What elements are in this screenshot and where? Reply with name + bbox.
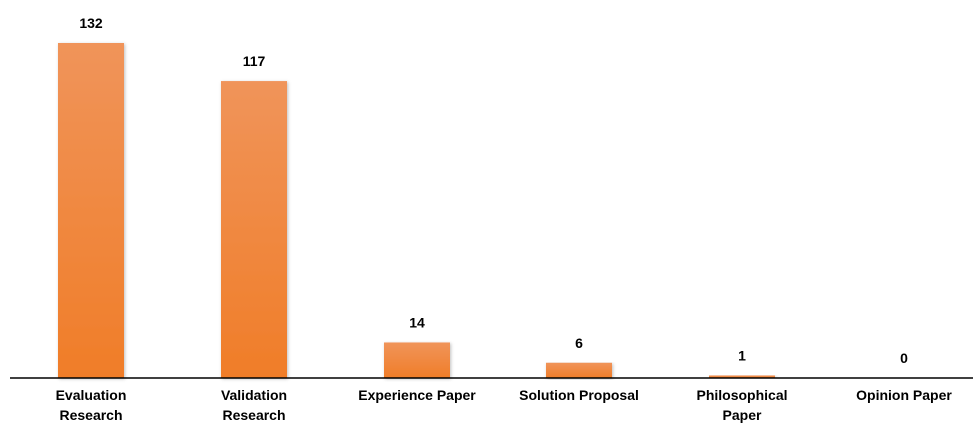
value-label-5: 0 — [900, 350, 908, 366]
category-label-4: Philosophical Paper — [696, 387, 787, 423]
bar-4 — [709, 375, 775, 378]
bars-group — [58, 43, 775, 379]
category-label-0: Evaluation Research — [56, 387, 127, 423]
bar-1 — [221, 81, 287, 379]
bar-2 — [384, 342, 450, 378]
value-label-4: 1 — [738, 347, 746, 363]
bar-0 — [58, 43, 124, 378]
category-labels-group: Evaluation Research Validation Research Expe… — [56, 387, 953, 423]
category-label-3: Solution Proposal — [519, 387, 639, 403]
category-label-1: Validation Research — [221, 387, 287, 423]
value-labels-group: 132 117 14 6 1 0 — [79, 15, 908, 366]
category-label-2: Experience Paper — [358, 387, 476, 403]
value-label-1: 117 — [243, 53, 266, 69]
value-label-3: 6 — [575, 335, 583, 351]
category-label-5: Opinion Paper — [856, 387, 952, 403]
value-label-0: 132 — [79, 15, 103, 31]
value-label-2: 14 — [409, 314, 425, 330]
bar-3 — [546, 362, 612, 378]
